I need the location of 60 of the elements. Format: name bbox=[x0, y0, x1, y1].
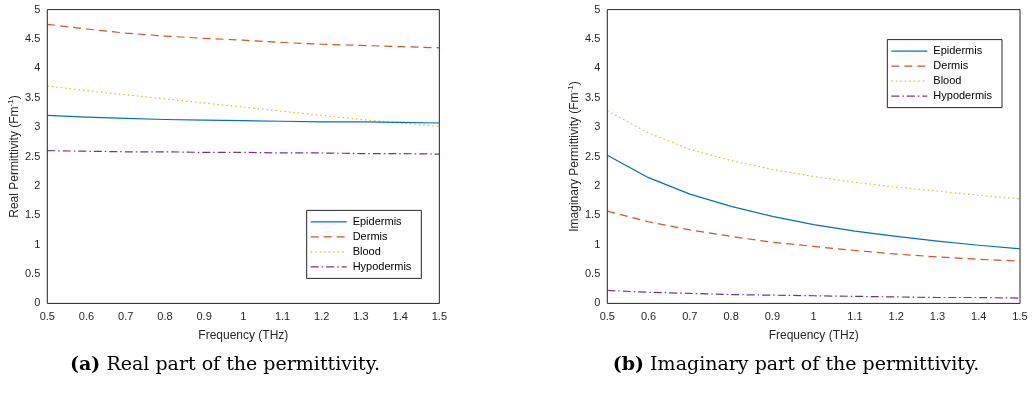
x-tick-label: 1.5 bbox=[1012, 310, 1028, 323]
y-tick-label: 3 bbox=[34, 120, 41, 133]
y-tick-label: 0.5 bbox=[584, 267, 601, 280]
x-tick-label: 1.3 bbox=[929, 310, 946, 323]
x-tick-label: 1 bbox=[810, 310, 817, 323]
y-tick-label: 4.5 bbox=[24, 32, 41, 45]
y-tick-label: 2 bbox=[594, 178, 601, 191]
y-axis-title: Real Permittivity (Fm-1) bbox=[6, 95, 21, 218]
y-axis-title: Imaginary Permittivity (Fm-1) bbox=[566, 81, 581, 232]
legend-label: Epidermis bbox=[933, 44, 983, 57]
text: (b) Imaginary part of the permittivity. bbox=[611, 352, 981, 374]
y-tick-label: 2.5 bbox=[584, 149, 601, 162]
y-tick-label: 2.5 bbox=[24, 149, 41, 162]
x-tick-label: 1.4 bbox=[392, 310, 408, 323]
line-series bbox=[607, 289, 1020, 299]
legend-label: Blood bbox=[352, 244, 381, 257]
legend-label: Epidermis bbox=[352, 214, 403, 227]
x-tick-label: 0.7 bbox=[682, 310, 698, 323]
x-tick-label: 1.4 bbox=[971, 310, 987, 323]
y-tick-label: 0 bbox=[594, 296, 601, 309]
x-tick-label: 0.7 bbox=[118, 310, 134, 323]
y-tick-label: 1 bbox=[594, 237, 601, 250]
legend-label: Blood bbox=[933, 74, 962, 87]
y-tick-label: 2 bbox=[34, 178, 41, 191]
x-tick-label: 1.2 bbox=[314, 310, 330, 323]
x-tick-label: 1.5 bbox=[431, 310, 447, 323]
x-tick-label: 1 bbox=[240, 310, 247, 323]
x-tick-label: 0.8 bbox=[157, 310, 173, 323]
x-tick-label: 1.3 bbox=[353, 310, 369, 323]
y-tick-label: 1 bbox=[34, 237, 41, 250]
x-tick-label: 1.2 bbox=[888, 310, 904, 323]
y-tick-label: 1.5 bbox=[584, 208, 601, 221]
x-tick-label: 0.9 bbox=[196, 310, 212, 323]
x-tick-label: 1.1 bbox=[274, 310, 291, 323]
text: (a) Real part of the permittivity. bbox=[69, 352, 381, 374]
x-tick-label: 0.8 bbox=[723, 310, 739, 323]
y-tick-label: 3 bbox=[594, 120, 601, 133]
y-tick-label: 0 bbox=[34, 296, 41, 309]
x-tick-label: 0.6 bbox=[640, 310, 657, 323]
y-tick-label: 0.5 bbox=[24, 267, 41, 280]
x-axis-title: Frequency (THz) bbox=[198, 328, 289, 343]
x-tick-label: 0.6 bbox=[78, 310, 95, 323]
y-tick-label: 5 bbox=[594, 2, 601, 15]
line-series bbox=[47, 23, 440, 49]
x-tick-label: 1.1 bbox=[847, 310, 863, 323]
legend-label: Hypodermis bbox=[933, 89, 993, 102]
line-series bbox=[607, 110, 1020, 200]
y-tick-label: 3.5 bbox=[584, 90, 601, 103]
y-tick-label: 4.5 bbox=[584, 32, 601, 45]
y-tick-label: 4 bbox=[34, 61, 41, 74]
x-axis-title: Frequency (THz) bbox=[768, 328, 859, 343]
legend-label: Hypodermis bbox=[352, 259, 412, 272]
y-tick-label: 1.5 bbox=[24, 208, 41, 221]
legend-label: Dermis bbox=[352, 229, 388, 242]
y-tick-label: 3.5 bbox=[24, 90, 41, 103]
x-tick-label: 0.9 bbox=[764, 310, 781, 323]
y-tick-label: 4 bbox=[594, 61, 601, 74]
y-tick-label: 5 bbox=[34, 2, 41, 15]
legend-label: Dermis bbox=[933, 59, 969, 72]
line-series bbox=[47, 85, 440, 128]
